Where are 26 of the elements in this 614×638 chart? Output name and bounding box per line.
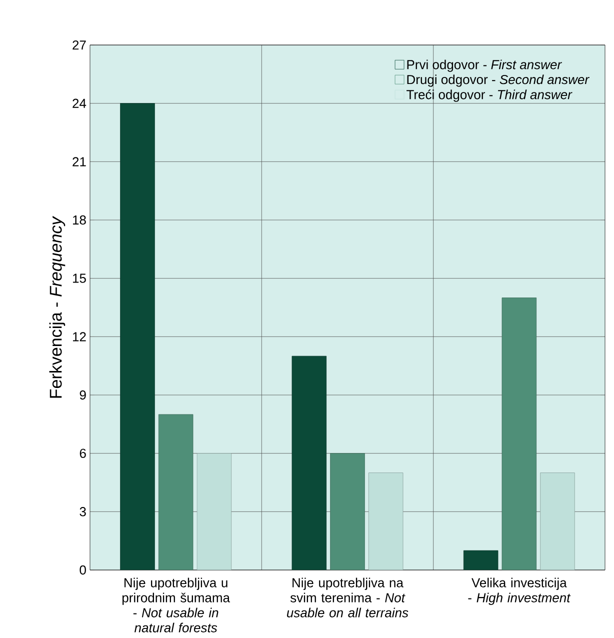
y-tick-label: 27 bbox=[72, 40, 86, 50]
y-axis-title: Ferkvencija - Frequency bbox=[49, 216, 66, 398]
bar bbox=[330, 453, 365, 570]
x-tick-label: Velika investicija - High investment bbox=[468, 578, 571, 605]
bar bbox=[196, 453, 232, 570]
bar bbox=[540, 472, 575, 570]
y-tick-label: 9 bbox=[80, 390, 86, 400]
y-tick-label: 24 bbox=[72, 98, 86, 108]
bar bbox=[158, 414, 194, 570]
bar bbox=[502, 298, 537, 570]
x-tick-label: Nije upotrebljiva u prirodnim šumama - Not usable in natural forests bbox=[122, 578, 230, 632]
bar bbox=[368, 472, 404, 570]
legend-label: Prvi odgovor - First answer bbox=[407, 60, 562, 72]
bar bbox=[463, 550, 498, 570]
y-tick-label: 21 bbox=[72, 157, 86, 166]
legend-label: Treći odgovor - Third answer bbox=[406, 90, 572, 102]
x-tick-label: Nije upotrebljiva na svim terenima - Not usable on all terrains bbox=[286, 578, 408, 618]
y-tick-label: 6 bbox=[80, 448, 86, 458]
y-tick-label: 0 bbox=[80, 565, 86, 575]
bar bbox=[120, 103, 155, 570]
y-tick-label: 3 bbox=[80, 507, 86, 516]
y-tick-label: 18 bbox=[72, 215, 86, 225]
legend-label: Drugi odgovor - Second answer bbox=[407, 74, 590, 87]
y-tick-label: 15 bbox=[72, 274, 86, 283]
bar bbox=[292, 356, 327, 570]
y-tick-label: 12 bbox=[72, 332, 86, 342]
